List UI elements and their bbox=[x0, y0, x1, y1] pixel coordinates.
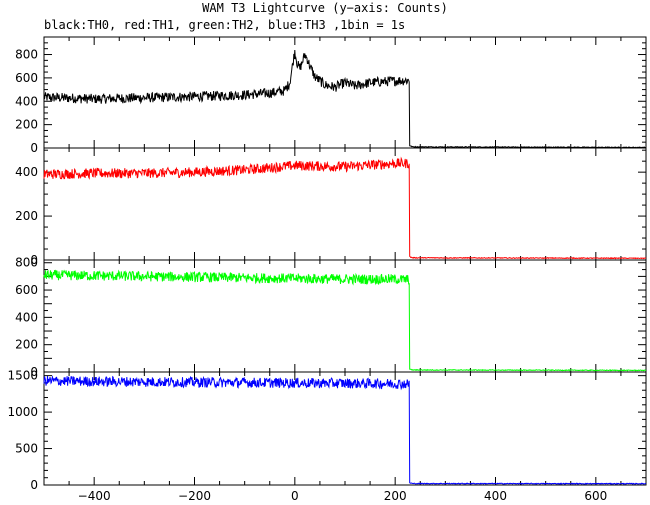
y-tick-label: 0 bbox=[30, 478, 38, 492]
y-tick-label: 1500 bbox=[7, 369, 38, 383]
panel-frame-TH0 bbox=[43, 36, 647, 149]
y-tick-label: 200 bbox=[15, 118, 38, 132]
y-tick-label: 0 bbox=[30, 141, 38, 155]
series-line-TH1 bbox=[43, 156, 647, 260]
y-tick-label: 400 bbox=[15, 165, 38, 179]
y-tick-label: 0 bbox=[30, 253, 38, 267]
series-line-TH2 bbox=[43, 269, 647, 372]
series-line-TH0 bbox=[43, 49, 647, 149]
y-tick-label: 800 bbox=[15, 48, 38, 62]
series-line-TH3 bbox=[43, 375, 647, 485]
y-tick-label: 500 bbox=[15, 442, 38, 456]
x-tick-label: −200 bbox=[178, 489, 211, 503]
y-tick-label: 200 bbox=[15, 338, 38, 352]
x-tick-label: −400 bbox=[78, 489, 111, 503]
y-tick-label: 600 bbox=[15, 283, 38, 297]
chart-title: WAM T3 Lightcurve (y−axis: Counts) bbox=[202, 1, 448, 15]
x-tick-label: 600 bbox=[584, 489, 607, 503]
panel-frame-TH3 bbox=[43, 371, 647, 486]
chart-subtitle: black:TH0, red:TH1, green:TH2, blue:TH3 … bbox=[44, 18, 406, 32]
x-tick-label: 200 bbox=[384, 489, 407, 503]
y-tick-label: 800 bbox=[15, 256, 38, 270]
y-tick-label: 1000 bbox=[7, 405, 38, 419]
y-tick-label: 600 bbox=[15, 71, 38, 85]
y-tick-label: 0 bbox=[30, 365, 38, 379]
x-tick-label: 0 bbox=[291, 489, 299, 503]
y-tick-label: 200 bbox=[15, 209, 38, 223]
x-tick-label: 400 bbox=[484, 489, 507, 503]
y-tick-label: 400 bbox=[15, 94, 38, 108]
y-tick-label: 400 bbox=[15, 310, 38, 324]
